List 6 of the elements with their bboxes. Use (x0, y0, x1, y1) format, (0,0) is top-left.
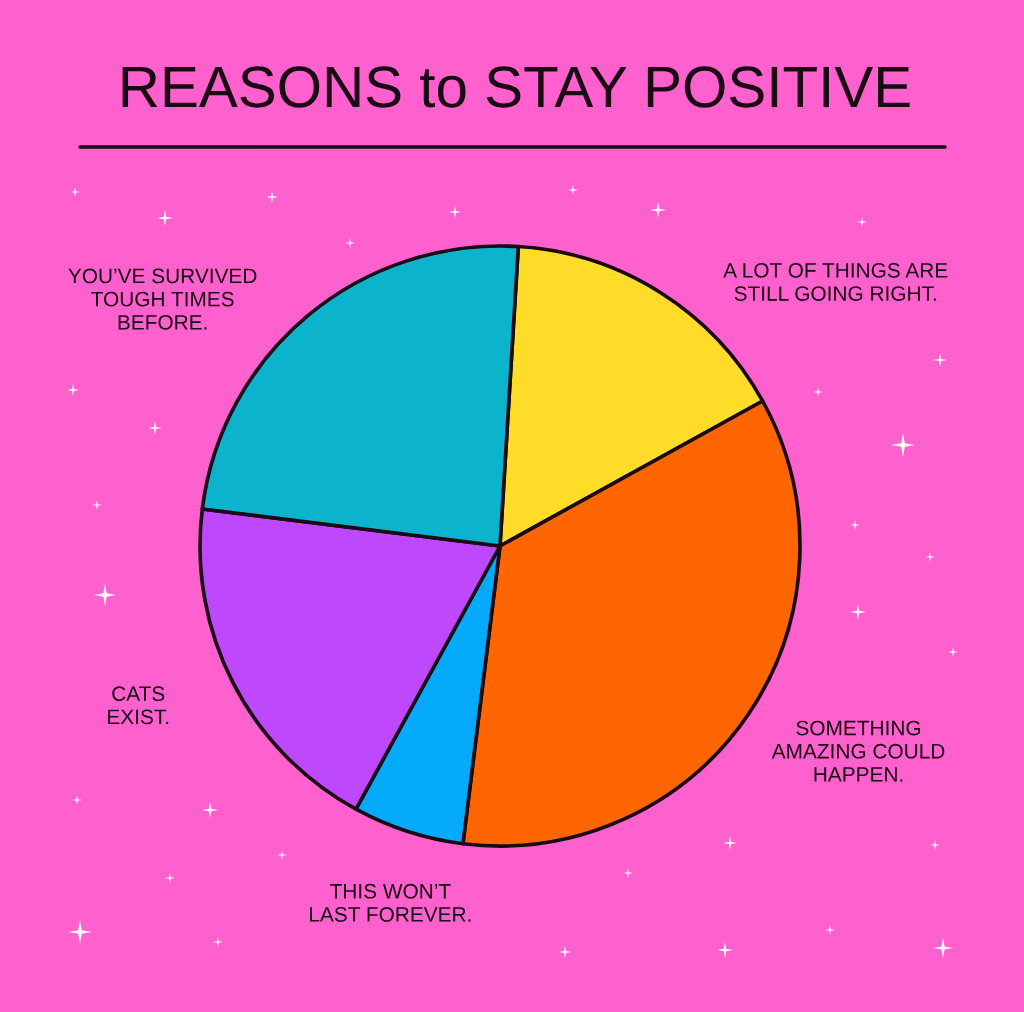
slice-label: SOMETHING AMAZING COULD HAPPEN. (771, 720, 945, 782)
slice-label: CATS EXIST. (108, 686, 169, 725)
slice-label: THIS WON’T LAST FOREVER. (310, 883, 471, 922)
slice-label: YOU’VE SURVIVED TOUGH TIMES BEFORE. (68, 268, 257, 330)
slice-label: A LOT OF THINGS ARE STILL GOING RIGHT. (723, 262, 948, 301)
chart-title: REASONS to STAY POSITIVE (122, 66, 910, 108)
